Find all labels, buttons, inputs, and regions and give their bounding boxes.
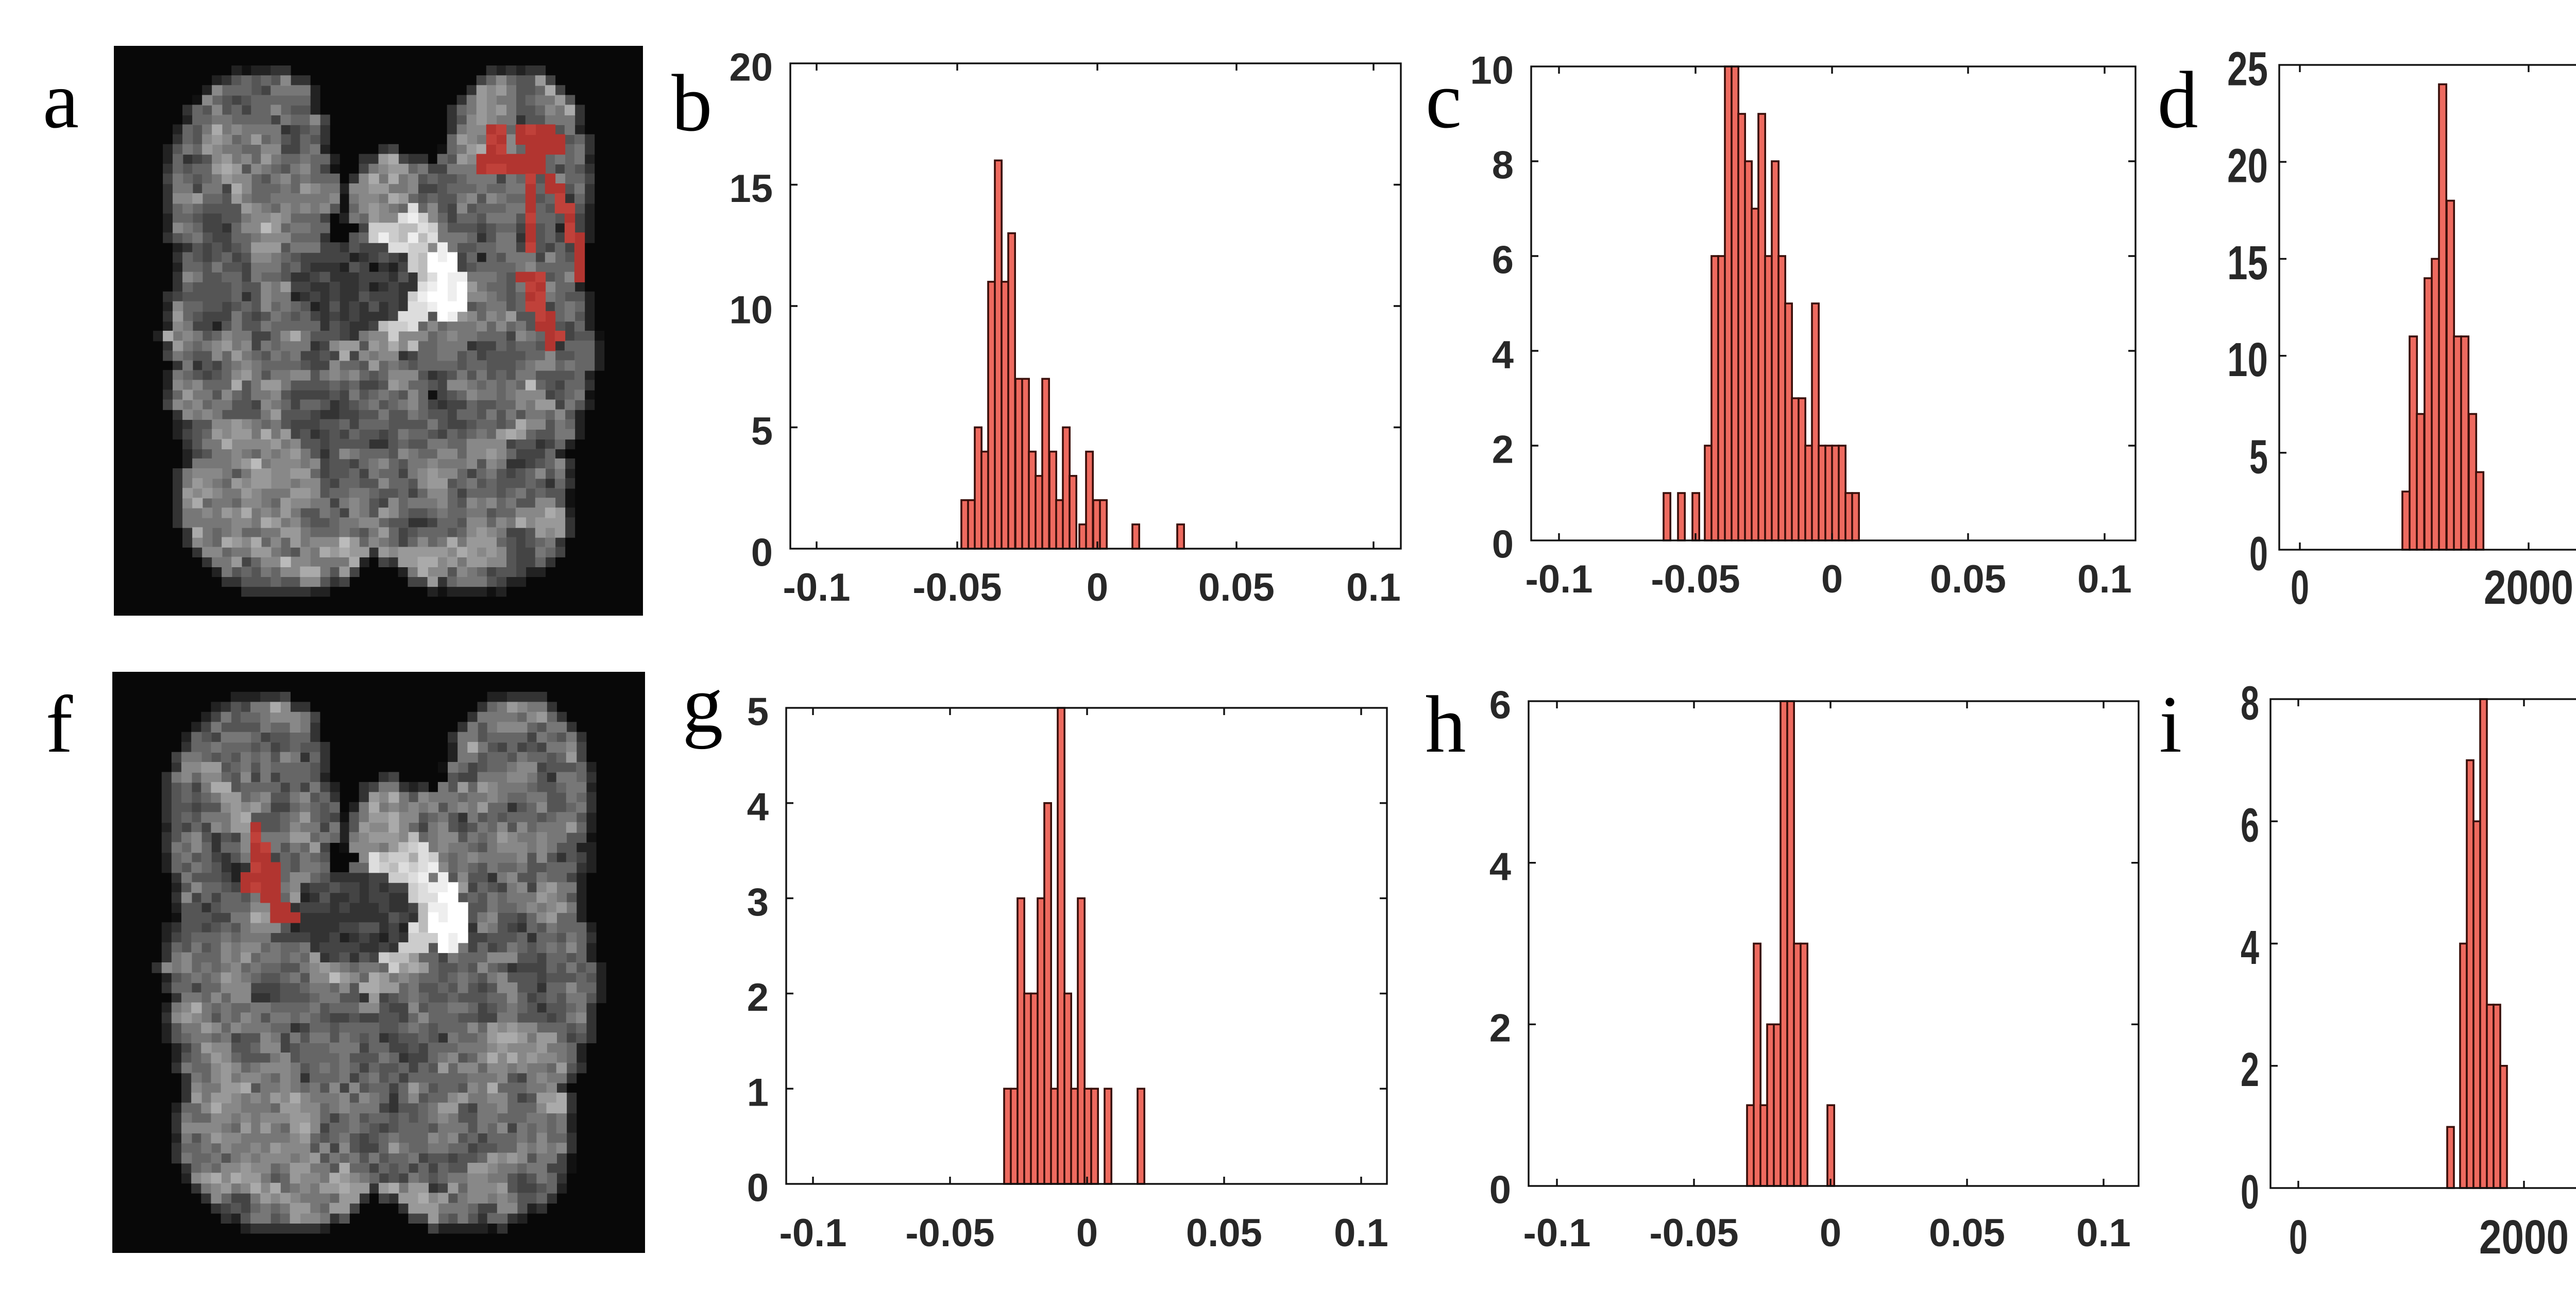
svg-text:0: 0 bbox=[2241, 1165, 2259, 1219]
svg-text:b: b bbox=[672, 58, 713, 148]
svg-text:15: 15 bbox=[2227, 236, 2268, 290]
svg-text:-0.05: -0.05 bbox=[912, 566, 1002, 609]
svg-text:0.1: 0.1 bbox=[1334, 1211, 1388, 1255]
svg-text:-0.1: -0.1 bbox=[1526, 557, 1593, 601]
svg-text:2: 2 bbox=[1492, 428, 1514, 471]
svg-text:4: 4 bbox=[747, 785, 769, 829]
svg-text:0: 0 bbox=[2289, 1210, 2308, 1264]
svg-text:0: 0 bbox=[1076, 1211, 1098, 1255]
svg-text:0: 0 bbox=[2291, 561, 2309, 614]
svg-text:h: h bbox=[1426, 680, 1466, 770]
svg-text:15: 15 bbox=[729, 167, 773, 211]
svg-text:2: 2 bbox=[747, 976, 769, 1020]
svg-text:5: 5 bbox=[751, 410, 773, 453]
svg-text:4: 4 bbox=[1492, 333, 1514, 377]
svg-text:10: 10 bbox=[1470, 48, 1514, 92]
svg-text:4: 4 bbox=[1489, 845, 1511, 889]
svg-text:0.05: 0.05 bbox=[1929, 1211, 2005, 1255]
svg-text:0: 0 bbox=[1489, 1168, 1511, 1212]
svg-text:0.05: 0.05 bbox=[1198, 566, 1275, 609]
svg-text:2: 2 bbox=[2241, 1043, 2259, 1096]
svg-text:0.1: 0.1 bbox=[2076, 1211, 2131, 1255]
svg-text:25: 25 bbox=[2227, 42, 2268, 96]
svg-text:2: 2 bbox=[1489, 1007, 1511, 1050]
svg-text:6: 6 bbox=[1492, 238, 1514, 282]
svg-text:0: 0 bbox=[751, 531, 773, 574]
svg-text:1: 1 bbox=[747, 1071, 769, 1115]
svg-text:-0.05: -0.05 bbox=[1651, 557, 1740, 601]
svg-text:20: 20 bbox=[729, 45, 773, 89]
svg-text:4: 4 bbox=[2241, 921, 2259, 974]
svg-text:0.05: 0.05 bbox=[1930, 557, 2006, 601]
svg-text:5: 5 bbox=[747, 690, 769, 734]
svg-text:-0.1: -0.1 bbox=[1523, 1211, 1591, 1255]
svg-text:-0.05: -0.05 bbox=[1649, 1211, 1738, 1255]
svg-text:0: 0 bbox=[747, 1166, 769, 1210]
svg-text:2000: 2000 bbox=[2484, 561, 2573, 614]
svg-text:3: 3 bbox=[747, 880, 769, 924]
svg-text:10: 10 bbox=[2227, 333, 2268, 386]
svg-text:0: 0 bbox=[1820, 1211, 1841, 1255]
svg-text:-0.05: -0.05 bbox=[905, 1211, 994, 1255]
svg-text:c: c bbox=[1426, 55, 1462, 145]
svg-text:i: i bbox=[2159, 680, 2182, 770]
svg-text:d: d bbox=[2158, 55, 2198, 145]
svg-text:g: g bbox=[683, 659, 723, 750]
svg-text:0.05: 0.05 bbox=[1186, 1211, 1262, 1255]
svg-text:0: 0 bbox=[1492, 522, 1514, 566]
svg-text:8: 8 bbox=[1492, 143, 1514, 187]
svg-text:8: 8 bbox=[2241, 676, 2259, 730]
svg-text:0: 0 bbox=[1087, 566, 1108, 609]
svg-text:2000: 2000 bbox=[2479, 1210, 2569, 1264]
svg-text:a: a bbox=[43, 55, 79, 145]
svg-text:20: 20 bbox=[2227, 139, 2268, 193]
svg-text:10: 10 bbox=[729, 288, 773, 332]
svg-text:-0.1: -0.1 bbox=[783, 566, 851, 609]
svg-text:0.1: 0.1 bbox=[1346, 566, 1401, 609]
svg-text:5: 5 bbox=[2249, 430, 2268, 483]
svg-text:6: 6 bbox=[1489, 683, 1511, 727]
svg-text:f: f bbox=[46, 680, 73, 770]
svg-text:0.1: 0.1 bbox=[2077, 557, 2132, 601]
svg-text:-0.1: -0.1 bbox=[779, 1211, 847, 1255]
svg-text:6: 6 bbox=[2241, 799, 2259, 852]
svg-text:0: 0 bbox=[2249, 527, 2268, 581]
svg-text:0: 0 bbox=[1821, 557, 1843, 601]
